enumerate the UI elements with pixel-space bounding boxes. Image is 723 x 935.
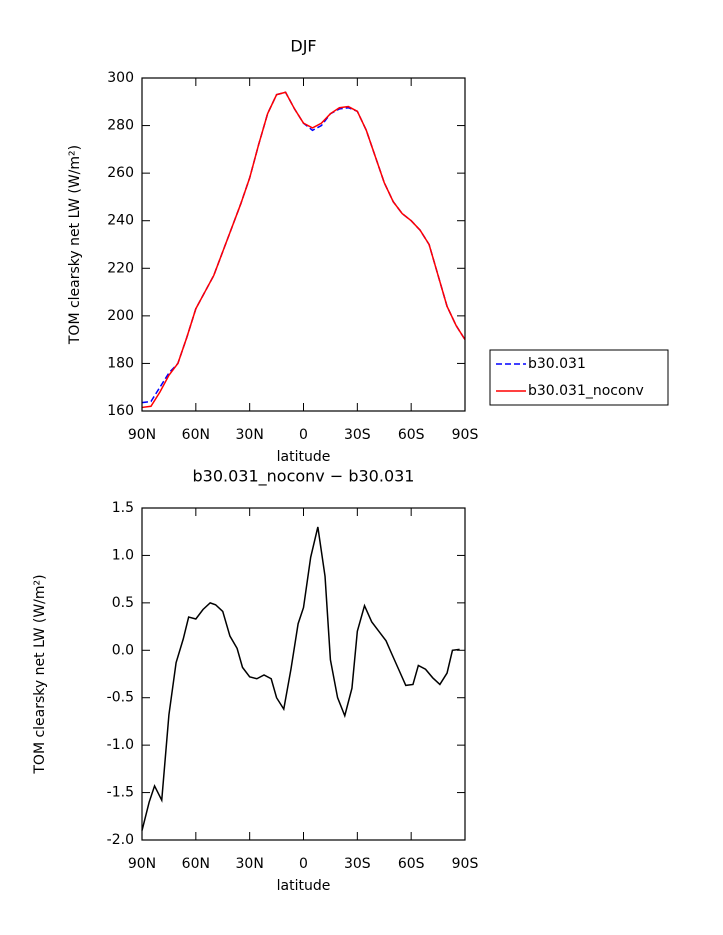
legend-box	[489, 349, 669, 406]
x-tick-label: 0	[299, 427, 308, 443]
y-axis-label: TOM clearsky net LW (W/m²)	[32, 574, 48, 774]
chart-title: b30.031_noconv − b30.031	[193, 467, 415, 487]
x-tick-label: 60N	[182, 427, 210, 443]
y-tick-label: 300	[107, 70, 134, 86]
plot-frame	[141, 507, 466, 841]
y-tick-label: 1.5	[112, 500, 134, 516]
y-axis-label: TOM clearsky net LW (W/m²)	[67, 145, 83, 345]
y-tick-label: -0.5	[107, 690, 134, 706]
chart-title: DJF	[290, 37, 316, 56]
x-tick-label: 90N	[128, 856, 156, 872]
x-tick-label: 0	[299, 856, 308, 872]
x-tick-label: 30S	[344, 427, 371, 443]
x-tick-label: 60N	[182, 856, 210, 872]
x-tick-label: 30N	[236, 427, 264, 443]
y-tick-label: 180	[107, 355, 134, 371]
legend-label: b30.031	[528, 356, 586, 372]
x-tick-label: 90S	[452, 856, 479, 872]
plot-frame	[141, 77, 466, 412]
y-tick-label: 220	[107, 260, 134, 276]
y-tick-label: -1.0	[107, 737, 134, 753]
data-line	[141, 526, 460, 831]
y-tick-label: 1.0	[112, 547, 134, 563]
x-tick-label: 30S	[344, 856, 371, 872]
x-tick-label: 60S	[398, 856, 425, 872]
y-tick-label: 0.0	[112, 642, 134, 658]
y-tick-label: 240	[107, 213, 134, 229]
x-axis-label: latitude	[277, 878, 331, 894]
y-tick-label: 260	[107, 165, 134, 181]
legend-label: b30.031_noconv	[528, 383, 644, 399]
y-tick-label: 200	[107, 308, 134, 324]
y-tick-label: 280	[107, 118, 134, 134]
y-tick-label: 0.5	[112, 595, 134, 611]
x-tick-label: 60S	[398, 427, 425, 443]
x-axis-label: latitude	[277, 449, 331, 465]
data-line	[141, 91, 466, 409]
y-tick-label: 160	[107, 403, 134, 419]
y-tick-label: -1.5	[107, 785, 134, 801]
data-line	[141, 91, 466, 404]
x-tick-label: 30N	[236, 856, 264, 872]
x-tick-label: 90S	[452, 427, 479, 443]
y-tick-label: -2.0	[107, 832, 134, 848]
x-tick-label: 90N	[128, 427, 156, 443]
